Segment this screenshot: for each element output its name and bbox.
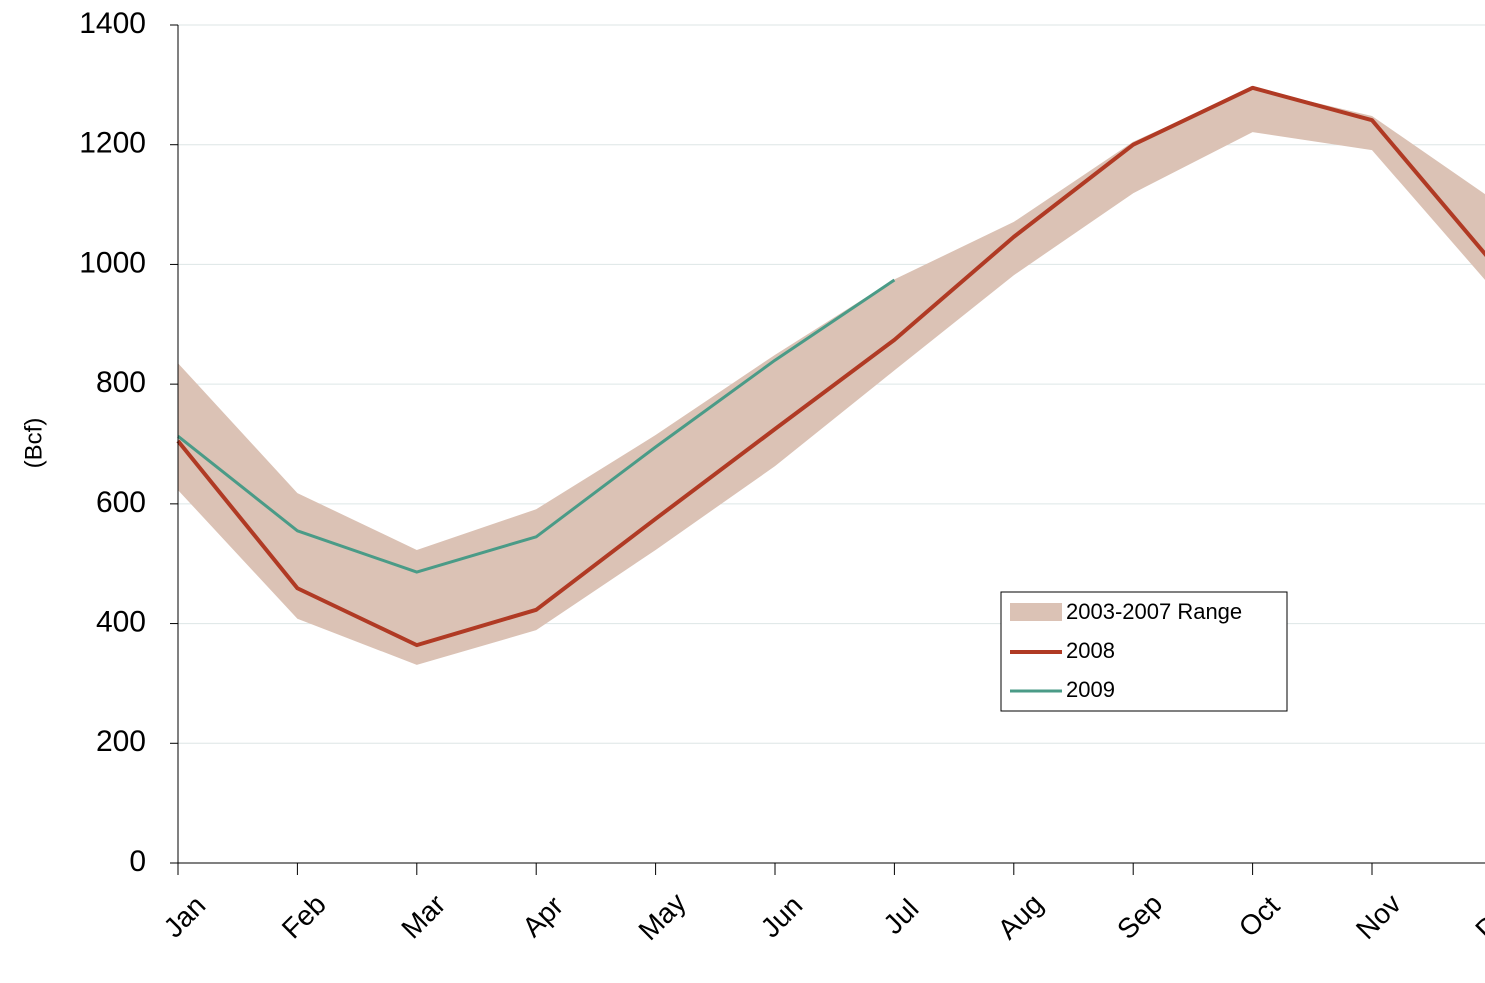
x-tick-label: Jan (158, 890, 212, 944)
x-tick-label: Jul (877, 893, 924, 940)
x-tick-label: May (632, 887, 691, 946)
y-tick-label: 200 (96, 725, 146, 758)
legend-swatch (1010, 603, 1062, 621)
x-tick-label: Oct (1233, 890, 1286, 943)
y-tick-label: 1400 (79, 7, 146, 40)
y-axis-label: (Bcf) (20, 418, 47, 469)
y-tick-label: 1200 (79, 127, 146, 160)
range-area (178, 87, 1485, 665)
legend-label: 2009 (1066, 677, 1115, 702)
x-tick-label: Jun (755, 890, 809, 944)
legend-label: 2008 (1066, 638, 1115, 663)
y-tick-label: 1000 (79, 246, 146, 279)
y-tick-label: 800 (96, 366, 146, 399)
x-tick-label: Dec (1469, 888, 1485, 945)
x-tick-label: Apr (516, 890, 569, 943)
y-tick-label: 0 (129, 845, 146, 878)
line-series (177, 278, 896, 574)
x-tick-label: Sep (1111, 888, 1168, 945)
legend: 2003-2007 Range 2008 2009 (1000, 591, 1288, 712)
y-tick-label: 600 (96, 486, 146, 519)
legend-label: 2003-2007 Range (1066, 599, 1242, 624)
x-tick-label: Mar (395, 888, 451, 944)
x-tick-label: Feb (276, 888, 332, 944)
y-tick-label: 400 (96, 605, 146, 638)
line-series (176, 85, 1485, 648)
x-tick-label: Nov (1350, 888, 1407, 945)
x-tick-label: Aug (992, 888, 1049, 945)
